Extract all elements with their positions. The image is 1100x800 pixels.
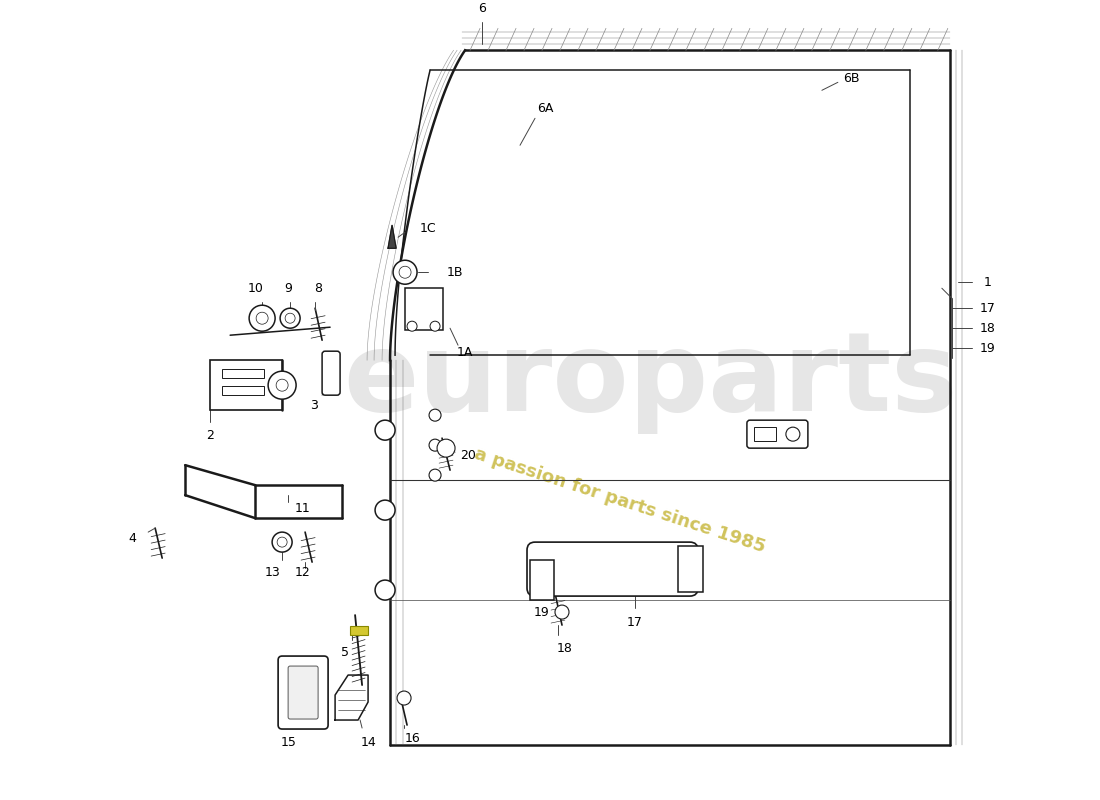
Text: 18: 18 [557,642,573,654]
Text: 1: 1 [983,276,992,289]
Text: 11: 11 [294,502,310,514]
Text: 20: 20 [460,449,476,462]
FancyBboxPatch shape [322,351,340,395]
Circle shape [285,314,295,323]
Text: 13: 13 [264,566,280,578]
Text: 8: 8 [315,282,322,294]
Text: 3: 3 [310,398,318,412]
Text: 1A: 1A [456,346,473,358]
FancyBboxPatch shape [278,656,328,729]
Circle shape [272,532,293,552]
Circle shape [430,322,440,331]
Text: 9: 9 [284,282,292,294]
Bar [530,560,554,600]
Text: 4: 4 [129,532,136,545]
FancyBboxPatch shape [288,666,318,719]
Bar [222,369,264,378]
Bar [210,360,282,410]
Circle shape [375,580,395,600]
Text: 5: 5 [341,646,349,658]
Circle shape [397,691,411,705]
Polygon shape [388,226,396,248]
Circle shape [277,537,287,547]
Text: 6A: 6A [537,102,553,114]
Circle shape [407,322,417,331]
Text: 19: 19 [980,342,996,354]
Text: 17: 17 [980,302,996,314]
Text: 19: 19 [535,606,550,618]
Circle shape [256,312,268,324]
Text: 18: 18 [980,322,996,334]
Circle shape [429,469,441,481]
Circle shape [393,260,417,284]
Circle shape [375,500,395,520]
Bar [350,626,368,635]
Text: a passion for parts since 1985: a passion for parts since 1985 [472,445,768,556]
Text: 16: 16 [404,731,420,745]
Circle shape [429,439,441,451]
Text: 10: 10 [248,282,263,294]
Text: 15: 15 [280,735,296,749]
Text: 1C: 1C [420,222,437,234]
Circle shape [268,371,296,399]
Text: 2: 2 [206,429,214,442]
Text: europarts: europarts [343,326,957,434]
Bar [754,427,776,441]
Text: 6: 6 [478,2,486,15]
Circle shape [437,439,455,457]
Circle shape [399,266,411,278]
FancyBboxPatch shape [747,420,807,448]
Circle shape [280,308,300,328]
Bar [678,546,703,592]
Text: 6B: 6B [844,72,860,85]
Circle shape [429,409,441,421]
Text: 12: 12 [294,566,310,578]
Bar [405,288,443,330]
Text: 17: 17 [627,615,642,629]
Circle shape [556,605,569,619]
FancyBboxPatch shape [527,542,697,596]
Circle shape [375,420,395,440]
Circle shape [249,306,275,331]
Circle shape [785,427,800,441]
Circle shape [276,379,288,391]
Text: 14: 14 [360,735,376,749]
Text: 1B: 1B [447,266,463,278]
Bar [222,386,264,395]
